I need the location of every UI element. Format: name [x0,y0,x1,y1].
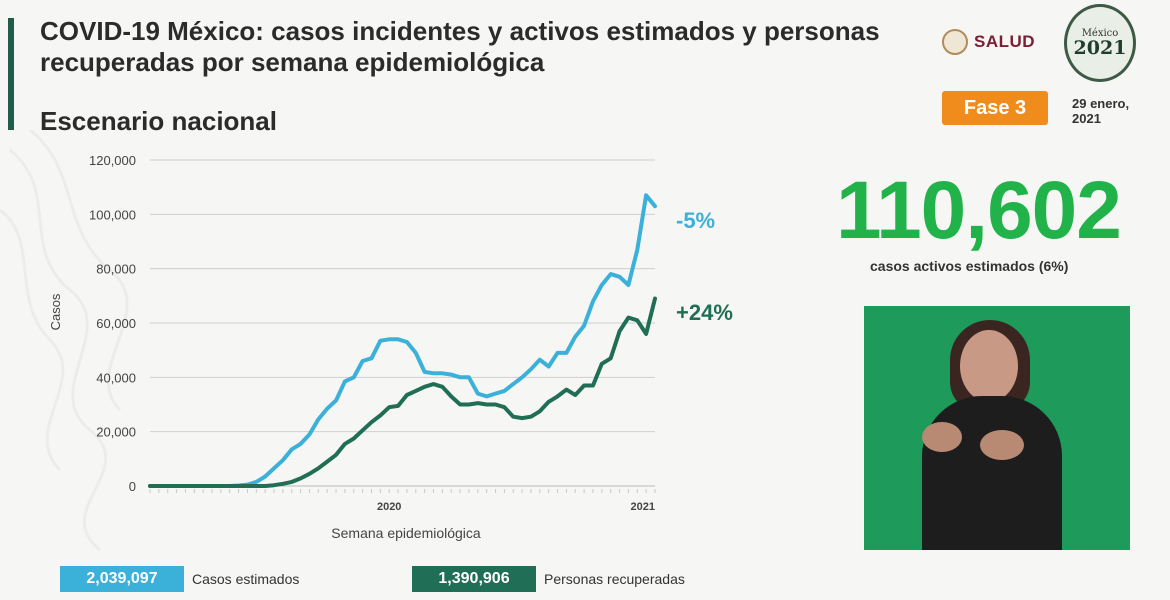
interpreter-shirt [922,396,1062,550]
recovered-value: 1,390,906 [412,566,536,592]
recovered-label: Personas recuperadas [544,571,685,587]
interpreter-hand-left [922,422,962,452]
logo-2021-year: 2021 [1073,37,1127,59]
sign-language-interpreter-video [864,306,1130,550]
interpreter-hand-right [980,430,1024,460]
x-axis-label: Semana epidemiológica [331,525,481,541]
estimated-cases-label: Casos estimados [192,571,300,587]
x-group-label: 2020 [377,501,401,513]
mexico-2021-logo: México 2021 [1064,4,1136,82]
mexico-seal-icon [942,29,968,55]
y-tick-label: 20,000 [96,425,136,440]
chart-series [148,193,657,488]
x-axis-ticks: 2020 2021 [149,485,656,513]
legend-recovered: 1,390,906 Personas recuperadas [412,566,685,592]
line-chart: 020,00040,00060,00080,000100,000120,000 … [48,153,657,541]
logo-2021-top-text: México [1081,28,1119,39]
x-group-label: 2021 [631,501,655,513]
legend-estimated-cases: 2,039,097 Casos estimados [60,566,299,592]
page-title: COVID-19 México: casos incidentes y acti… [40,16,880,77]
phase-badge: Fase 3 [942,91,1048,125]
y-axis-label: Casos [48,293,63,330]
y-axis-ticks: 0 20,000 40,000 60,000 80,000 100,000 120,000 [89,153,136,494]
report-date: 29 enero, 2021 [1072,96,1130,126]
estimated-change-label: -5% [676,208,716,233]
series-line-estimated-cases [148,193,657,488]
background-pattern [0,130,129,552]
y-tick-label: 120,000 [89,153,136,168]
active-cases-number: 110,602 [836,165,1122,256]
y-tick-label: 40,000 [96,370,136,385]
title-accent-bar [8,18,14,130]
estimated-cases-value: 2,039,097 [60,566,184,592]
recovered-change-label: +24% [676,300,733,325]
salud-logo-text: SALUD [974,32,1036,51]
page-subtitle: Escenario nacional [40,106,277,136]
y-tick-label: 100,000 [89,207,136,222]
interpreter-face [960,330,1018,402]
active-cases-label: casos activos estimados (6%) [870,258,1069,274]
y-tick-label: 80,000 [96,262,136,277]
chart-grid [150,159,655,487]
y-tick-label: 0 [129,479,136,494]
series-line-recovered [148,296,657,488]
y-tick-label: 60,000 [96,316,136,331]
salud-logo: SALUD [942,24,1052,60]
